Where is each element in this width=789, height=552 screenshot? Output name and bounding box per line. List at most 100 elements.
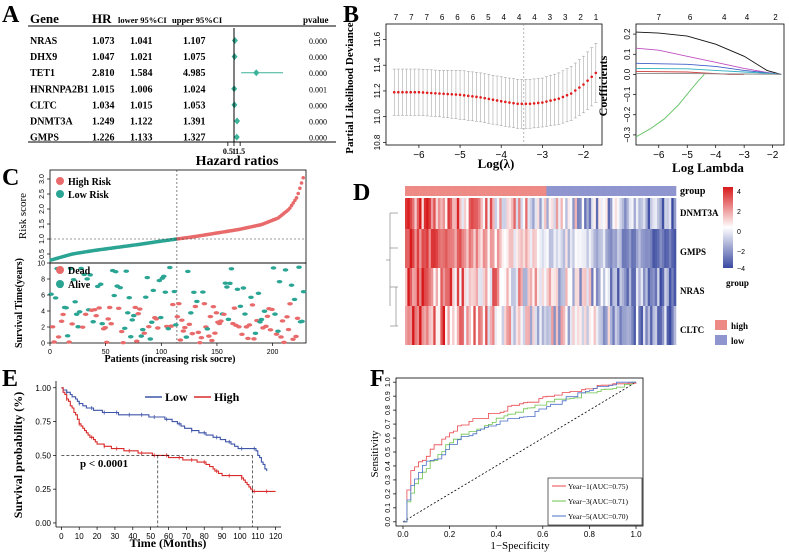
heatmap-cell: [581, 306, 585, 345]
forest-hr: 1.249: [92, 117, 115, 128]
heatmap-cell: [565, 229, 568, 268]
survival-alive-point: [234, 287, 241, 292]
cv-point: [536, 101, 540, 105]
heatmap-cell: [511, 306, 514, 345]
coef-x-label: Log Lambda: [672, 160, 744, 175]
heatmap-cell: [435, 268, 439, 306]
heatmap-cell: [506, 229, 509, 268]
heatmap-cell: [598, 306, 601, 345]
survival-alive-point: [288, 283, 295, 287]
heatmap-group-cell: [489, 186, 493, 196]
survival-dead-point: [207, 314, 214, 319]
heatmap-cell: [546, 229, 550, 268]
heatmap-cell: [492, 229, 495, 268]
cv-point: [495, 99, 499, 102]
heatmap-cell: [588, 268, 592, 306]
survival-alive-point: [300, 289, 307, 294]
roc-diagonal: [402, 381, 637, 523]
roc-y-tick-label: 0.6: [385, 433, 392, 443]
survival-alive-point: [150, 288, 157, 293]
survival-alive-point: [126, 295, 133, 300]
risk-point: [289, 203, 294, 208]
heatmap-cell: [560, 229, 564, 268]
heatmap-cell: [414, 306, 418, 345]
heatmap-group-cell: [461, 186, 465, 196]
heatmap-cell: [473, 229, 476, 268]
cv-top-tick-label: 6: [455, 13, 460, 22]
heatmap-cell: [520, 306, 524, 345]
survival-alive-point: [129, 318, 136, 322]
survival-alive-point: [165, 327, 172, 331]
roc-curve: [403, 381, 636, 523]
survival-dead-point: [51, 340, 57, 344]
heatmap-cell: [661, 306, 665, 345]
heatmap-legend-title: group: [726, 278, 749, 288]
survival-dead-point: [186, 322, 193, 327]
km-legend-high: High: [214, 390, 240, 404]
survival-dead-point: [91, 308, 98, 312]
heatmap-cell: [407, 198, 411, 229]
heatmap-group-cell: [614, 186, 618, 196]
heatmap-group-cell: [569, 186, 573, 196]
roc-x-tick-label: 0.6: [537, 530, 549, 539]
heatmap-cell: [562, 198, 566, 229]
heatmap-cell: [638, 229, 641, 268]
heatmap-cell: [661, 198, 665, 229]
forest-hr-marker: [231, 53, 238, 61]
heatmap-cell: [470, 229, 474, 268]
panel-c-letter: C: [2, 165, 19, 191]
heatmap-cell: [447, 198, 451, 229]
heatmap-cell: [645, 268, 649, 306]
heatmap-cell: [574, 306, 578, 345]
survival-alive-point: [112, 269, 119, 274]
heatmap-cell: [487, 229, 491, 268]
heatmap-group-cell: [475, 186, 479, 196]
heatmap-cell: [412, 229, 415, 268]
heatmap-cell: [534, 229, 538, 268]
heatmap-cell: [607, 268, 611, 306]
coef-y-tick-label: −0.3: [623, 126, 632, 142]
heatmap-cell: [671, 268, 674, 306]
heatmap-group-cell: [419, 186, 422, 196]
cv-point: [397, 90, 400, 94]
cv-point: [520, 102, 524, 106]
survival-dead-point: [96, 306, 102, 310]
heatmap-group-cell: [503, 186, 507, 196]
forest-ticks: 0.5 1 1.5: [223, 142, 245, 156]
roc-y-tick-label: 0.5: [385, 447, 392, 457]
heatmap-cell: [430, 198, 434, 229]
heatmap-cell: [437, 229, 441, 268]
heatmap-group-cell: [626, 186, 630, 196]
heatmap-cell: [645, 229, 649, 268]
heatmap-cell: [506, 268, 509, 306]
heatmap-cell: [558, 268, 561, 306]
heatmap-cell: [452, 306, 455, 345]
survival-dead-point: [285, 327, 292, 332]
heatmap-cell: [617, 268, 620, 306]
cv-x-tick-label: −4: [495, 150, 507, 161]
survival-dead-point: [273, 332, 280, 336]
survival-alive-point: [225, 317, 232, 322]
heatmap-row-dnmt3a: DNMT3A: [680, 208, 719, 218]
heatmap-cell: [671, 229, 674, 268]
heatmap-cell: [463, 229, 467, 268]
heatmap-cell: [626, 229, 630, 268]
scale-tick-4: 4: [737, 189, 741, 196]
survival-alive-point: [67, 266, 74, 271]
heatmap-group-cell: [548, 186, 552, 196]
heatmap-cell: [461, 268, 465, 306]
heatmap-cell: [459, 306, 462, 345]
heatmap-cell: [666, 268, 670, 306]
survival-dead-point: [102, 325, 109, 330]
heatmap-group-cell: [447, 186, 451, 196]
heatmap-cell: [487, 268, 491, 306]
survival-dead-point: [218, 319, 224, 323]
heatmap-cell: [513, 198, 517, 229]
heatmap-group-cell: [541, 186, 545, 196]
survival-alive-point: [52, 296, 59, 300]
forest-pvalue: 0.000: [309, 53, 327, 62]
survival-dead-point: [108, 322, 115, 326]
survival-alive-point: [200, 290, 206, 294]
km-y-tick-label: 1.00: [35, 384, 51, 393]
heatmap-cell: [437, 306, 441, 345]
